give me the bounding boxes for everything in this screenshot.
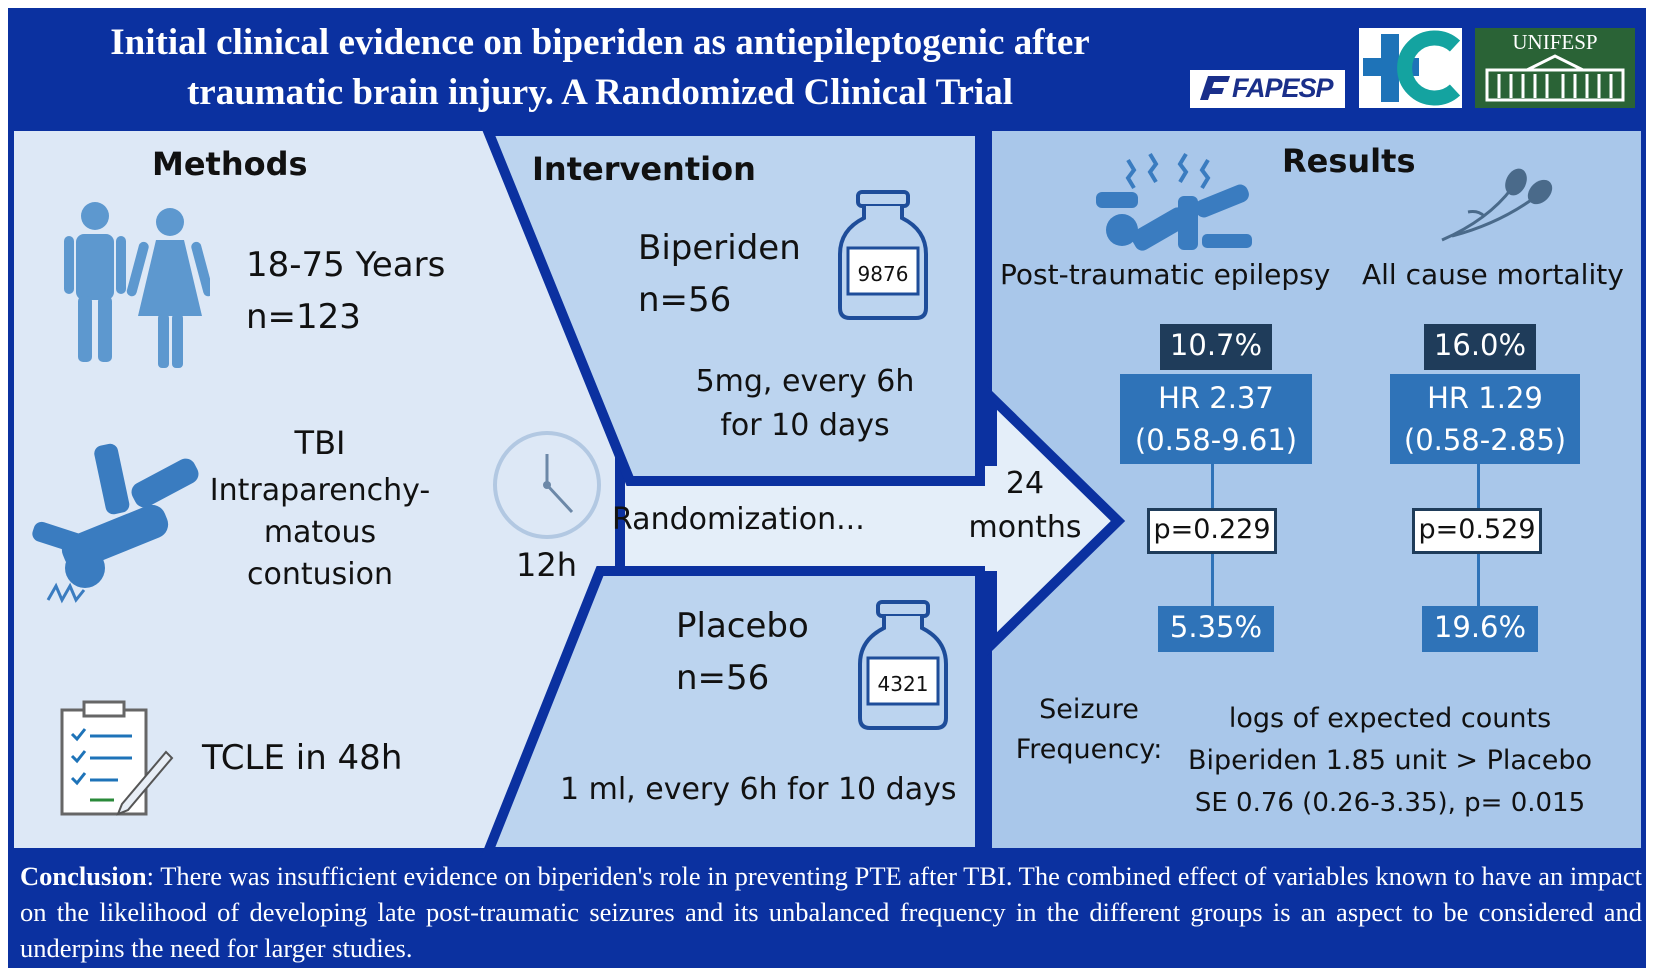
placebo-bottle-icon <box>858 600 948 730</box>
fapesp-logo-mark <box>1200 76 1230 100</box>
age-range: 18-75 Years <box>246 245 446 285</box>
mortality-hazard-ratio-box: HR 1.29 (0.58-2.85) <box>1390 374 1580 464</box>
seizure-label-line-2: Frequency: <box>1015 734 1163 765</box>
biperiden-dose: 5mg, every 6h for 10 days <box>660 360 950 448</box>
biperiden-dose-line-2: for 10 days <box>720 408 890 443</box>
mortality-label: All cause mortality <box>1362 258 1624 291</box>
pte-ci: (0.58-9.61) <box>1134 423 1298 457</box>
tbi-line-1: Intraparenchy- <box>209 473 431 508</box>
biperiden-name: Biperiden <box>638 228 801 268</box>
conclusion-label: Conclusion <box>20 861 147 891</box>
conclusion-text: : There was insufficient evidence on bip… <box>20 861 1642 963</box>
placebo-n: n=56 <box>676 658 770 698</box>
pte-connector-bottom <box>1211 554 1214 606</box>
people-icon <box>64 202 210 368</box>
methods-heading: Methods <box>152 145 308 183</box>
biperiden-dose-line-1: 5mg, every 6h <box>695 364 915 399</box>
seizure-frequency-result: logs of expected counts Biperiden 1.85 u… <box>1180 698 1600 824</box>
head-injury-icon <box>32 443 199 604</box>
pte-hazard-ratio-box: HR 2.37 (0.58-9.61) <box>1120 374 1312 464</box>
pte-label: Post-traumatic epilepsy <box>1000 258 1331 291</box>
pte-p-value: p=0.229 <box>1147 508 1277 554</box>
seizure-line-3: SE 0.76 (0.26-3.35), p= 0.015 <box>1194 788 1586 818</box>
page-title: Initial clinical evidence on biperiden a… <box>20 18 1180 118</box>
placebo-dose: 1 ml, every 6h for 10 days <box>560 772 957 807</box>
placebo-arm-shape <box>480 566 985 857</box>
time-to-randomization: 12h <box>516 546 577 584</box>
tcle-text: TCLE in 48h <box>202 738 403 778</box>
randomization-label: Randomization... <box>612 502 865 537</box>
mortality-ci: (0.58-2.85) <box>1403 423 1567 457</box>
unifesp-logo-text: UNIFESP <box>1512 30 1598 54</box>
tbi-description: Intraparenchy- matous contusion <box>190 470 450 596</box>
total-n: n=123 <box>246 297 361 337</box>
seizure-frequency-label: Seizure Frequency: <box>1004 690 1174 770</box>
tbi-line-2: matous <box>263 515 377 550</box>
biperiden-bottle-label: 9876 <box>857 262 909 286</box>
mortality-biperiden-rate: 16.0% <box>1424 324 1536 370</box>
pte-connector-top <box>1211 464 1214 508</box>
seizure-icon <box>1096 152 1252 251</box>
follow-up-number: 24 <box>1005 466 1045 501</box>
pte-placebo-rate: 5.35% <box>1158 606 1274 652</box>
intervention-heading: Intervention <box>532 150 756 188</box>
placebo-bottle-label: 4321 <box>877 672 929 696</box>
mortality-hr: HR 1.29 <box>1427 381 1543 415</box>
title-line-1: Initial clinical evidence on biperiden a… <box>110 22 1090 63</box>
clock-icon <box>493 431 601 539</box>
results-panel <box>992 131 1641 848</box>
follow-up-unit: months <box>968 510 1082 545</box>
hc-logo <box>1359 28 1462 108</box>
mortality-connector-bottom <box>1477 554 1480 606</box>
biperiden-arm-shape <box>480 126 985 486</box>
pte-hr: HR 2.37 <box>1158 381 1274 415</box>
tbi-title: TBI <box>294 424 346 462</box>
results-heading: Results <box>1282 142 1416 180</box>
fapesp-logo-text: FAPESP <box>1232 73 1334 103</box>
unifesp-logo: UNIFESP <box>1475 28 1635 108</box>
checklist-icon <box>60 700 174 816</box>
fapesp-logo: FAPESP <box>1190 70 1345 108</box>
biperiden-bottle-icon <box>838 190 928 320</box>
tbi-line-3: contusion <box>247 557 393 592</box>
seizure-line-2: Biperiden 1.85 unit > Placebo <box>1187 745 1593 776</box>
title-line-2: traumatic brain injury. A Randomized Cli… <box>186 72 1014 113</box>
seizure-label-line-1: Seizure <box>1039 694 1139 725</box>
placebo-name: Placebo <box>676 606 809 646</box>
mortality-placebo-rate: 19.6% <box>1422 606 1538 652</box>
mortality-connector-top <box>1477 464 1480 508</box>
conclusion: Conclusion: There was insufficient evide… <box>20 858 1642 966</box>
hc-logo-mark <box>1363 30 1461 106</box>
building-icon <box>1485 54 1625 102</box>
pte-biperiden-rate: 10.7% <box>1160 324 1272 370</box>
biperiden-n: n=56 <box>638 280 732 320</box>
seizure-line-1: logs of expected counts <box>1228 703 1552 734</box>
flowers-icon <box>1441 168 1553 242</box>
mortality-p-value: p=0.529 <box>1412 508 1542 554</box>
